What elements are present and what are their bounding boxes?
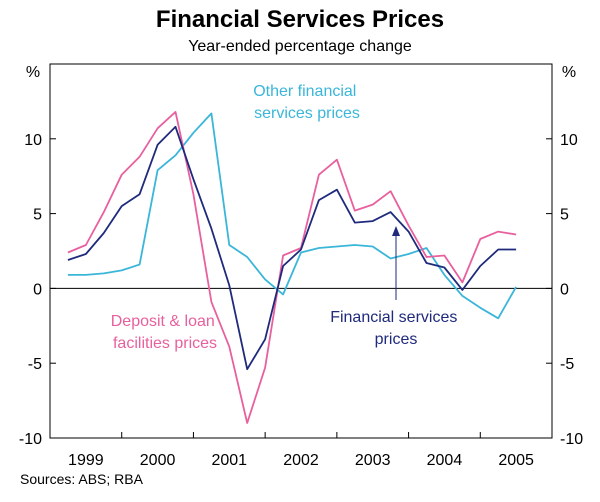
- y-tick-label-right: -10: [560, 431, 583, 448]
- chart-title: Financial Services Prices: [155, 6, 445, 33]
- annotation-deposit-loan: Deposit & loan facilities prices: [111, 313, 220, 352]
- x-tick-label: 2003: [355, 452, 391, 469]
- x-tick-label: 2005: [498, 452, 534, 469]
- y-tick-label-left: -10: [19, 431, 42, 448]
- y-tick-label-right: -5: [560, 356, 574, 373]
- source-note: Sources: ABS; RBA: [20, 471, 143, 487]
- y-tick-label-left: 10: [24, 132, 42, 149]
- x-axis-labels: 1999 2000 2001 2002 2003 2004 2005: [68, 452, 534, 469]
- chart-subtitle: Year-ended percentage change: [188, 38, 412, 55]
- line-chart: -10 -10 -5 -5 0 0 5 5 10 10 1999 2000 2001 2002 2003 2…: [19, 63, 583, 469]
- y-axis-labels: -10 -10 -5 -5 0 0 5 5 10 10: [19, 132, 583, 448]
- plot-frame: [49, 63, 553, 439]
- y-tick-label-right: 10: [560, 132, 578, 149]
- series-line-other-financial-services: [67, 112, 517, 320]
- y-tick-label-left: 5: [33, 207, 42, 224]
- x-tick-label: 2004: [427, 452, 463, 469]
- x-tick-label: 1999: [68, 452, 104, 469]
- annotation-financial-services: Financial services prices: [330, 309, 462, 348]
- x-tick-label: 2001: [211, 452, 247, 469]
- y-tick-label-left: 0: [33, 281, 42, 298]
- annotation-arrowhead: [392, 226, 400, 236]
- x-tick-label: 2002: [283, 452, 319, 469]
- y-tick-label-right: 5: [560, 207, 569, 224]
- y-unit-right: %: [562, 64, 576, 81]
- y-unit-left: %: [26, 64, 40, 81]
- x-tick-label: 2000: [140, 452, 176, 469]
- y-tick-label-right: 0: [560, 281, 569, 298]
- series-line-financial-services: [67, 125, 517, 371]
- annotation-other-financial: Other financial services prices: [253, 83, 361, 122]
- series-line-deposit-loan-facilities: [67, 111, 517, 424]
- axis-ticks: [50, 138, 552, 439]
- y-tick-label-left: -5: [28, 356, 42, 373]
